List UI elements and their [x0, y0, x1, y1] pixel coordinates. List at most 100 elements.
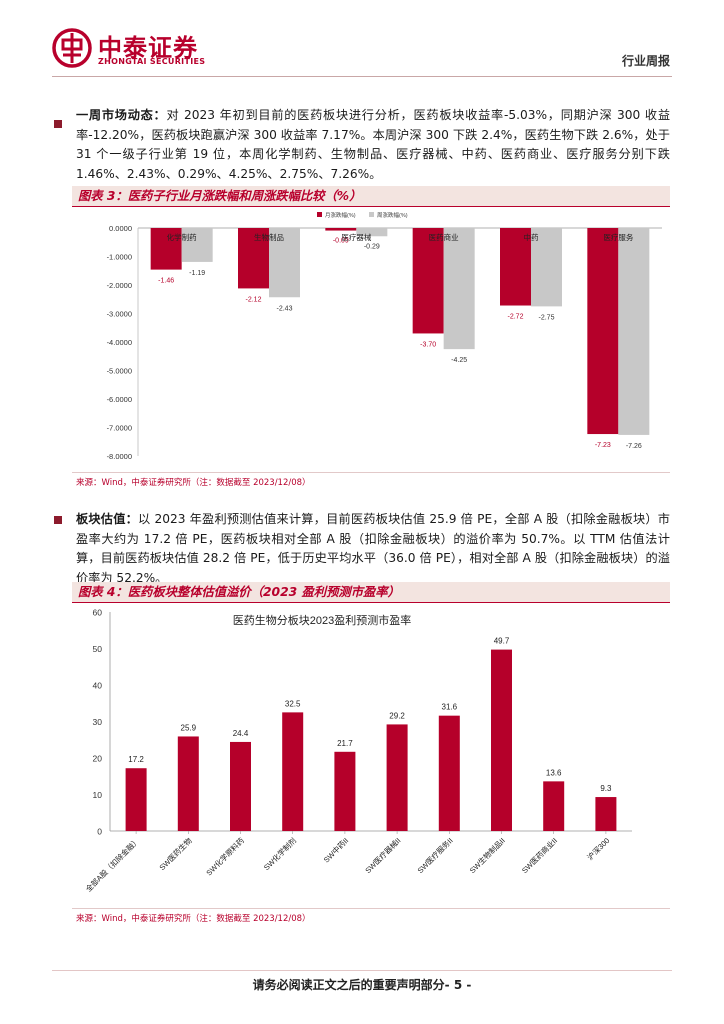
- figure-4-source: 来源：Wind，中泰证券研究所（注：数据截至 2023/12/08）: [76, 914, 311, 924]
- figure-3-chart: 0.0000 -1.0000 -2.0000 -3.0000 -4.0000 -5.000…: [107, 211, 662, 461]
- category-label: SW医疗服务II: [415, 835, 455, 875]
- data-label: -1.19: [189, 270, 205, 277]
- y-tick-label: 40: [93, 681, 103, 691]
- data-label: 25.9: [181, 723, 197, 732]
- valuation-label: 板块估值：: [76, 512, 139, 526]
- data-label: -4.25: [451, 357, 467, 364]
- legend-swatch: [369, 212, 374, 217]
- figure-3-source: 来源：Wind，中泰证券研究所（注：数据截至 2023/12/08）: [76, 478, 311, 488]
- bar: [125, 768, 147, 831]
- bar-weekly: [531, 228, 562, 307]
- data-label: 29.2: [389, 711, 405, 720]
- y-tick-label: 0: [97, 827, 102, 837]
- category-label: SW医疗器械II: [363, 835, 403, 875]
- data-label: 13.6: [546, 768, 562, 777]
- figure-3-title: 图表 3：医药子行业月涨跌幅和周涨跌幅比较（%）: [72, 186, 670, 206]
- data-label: 24.4: [233, 729, 249, 738]
- data-label: 17.2: [128, 755, 144, 764]
- category-label: 中药: [524, 232, 539, 242]
- legend-swatch: [317, 212, 322, 217]
- footer-divider: [52, 970, 672, 971]
- y-tick-label: -3.0000: [107, 310, 132, 319]
- bar: [543, 781, 565, 831]
- data-label: -0.09: [333, 238, 349, 245]
- bar-monthly: [412, 228, 444, 334]
- data-label: 9.3: [600, 784, 612, 793]
- data-label: -0.29: [364, 243, 380, 250]
- bar: [334, 751, 356, 831]
- market-dynamics-paragraph: 一周市场动态：对 2023 年初到目前的医药板块进行分析，医药板块收益率-5.0…: [76, 106, 670, 184]
- category-label: SW医药生物: [157, 835, 194, 872]
- bar: [386, 724, 408, 831]
- bar-monthly: [500, 228, 531, 306]
- category-label: 医药商业: [429, 232, 459, 242]
- bar: [230, 741, 251, 831]
- figure-4-chart: 医药生物分板块2023盈利预测市盈率 0 10 20 30 40 50 60 17.2 全部A股（…: [83, 608, 632, 894]
- y-tick-label: -6.0000: [107, 395, 132, 404]
- data-label: 49.7: [494, 637, 510, 646]
- logo-english-name: ZHONGTAI SECURITIES: [98, 57, 206, 66]
- y-tick-label: 10: [93, 790, 103, 800]
- bullet-square-icon: [54, 516, 62, 524]
- category-label: SW医药商业II: [519, 835, 559, 875]
- y-tick-label: 60: [93, 608, 103, 618]
- bar: [177, 736, 199, 831]
- bar-monthly: [325, 228, 357, 231]
- data-label: -7.26: [626, 443, 642, 450]
- figure-4-title: 图表 4：医药板块整体估值溢价（2023 盈利预测市盈率）: [72, 582, 670, 602]
- valuation-text: 以 2023 年盈利预测估值来计算，目前医药板块估值 25.9 倍 PE，全部 …: [76, 512, 670, 585]
- legend-label: 月涨跌幅(%): [325, 211, 356, 219]
- legend-label: 周涨跌幅(%): [377, 211, 408, 219]
- y-tick-label: -2.0000: [107, 281, 132, 290]
- valuation-paragraph: 板块估值：以 2023 年盈利预测估值来计算，目前医药板块估值 25.9 倍 P…: [76, 510, 670, 588]
- category-label: 化学制药: [167, 232, 197, 242]
- data-label: -2.12: [246, 296, 262, 303]
- category-label: 沪深300: [585, 835, 612, 862]
- bar-monthly: [238, 228, 269, 289]
- bar-weekly: [618, 228, 650, 435]
- y-tick-label: 50: [93, 644, 103, 654]
- bar-weekly: [356, 228, 388, 237]
- y-tick-label: -7.0000: [107, 424, 132, 433]
- bar-weekly: [269, 228, 300, 298]
- y-tick-label: 0.0000: [109, 224, 132, 233]
- data-label: -2.72: [508, 314, 524, 321]
- y-tick-label: -5.0000: [107, 367, 132, 376]
- market-dynamics-text: 对 2023 年初到目前的医药板块进行分析，医药板块收益率-5.03%，同期沪深…: [76, 108, 671, 181]
- market-dynamics-label: 一周市场动态：: [76, 108, 167, 122]
- category-label: SW化学原料药: [204, 835, 246, 877]
- y-tick-label: 30: [93, 717, 103, 727]
- data-label: -1.46: [158, 278, 174, 285]
- y-tick-label: -1.0000: [107, 253, 132, 262]
- y-tick-label: 20: [93, 754, 103, 764]
- category-label: 生物制品: [254, 232, 284, 242]
- bar-monthly: [150, 228, 182, 270]
- figure-3-rule: [72, 206, 670, 207]
- data-label: -3.70: [420, 341, 436, 348]
- chart-title: 医药生物分板块2023盈利预测市盈率: [233, 613, 411, 627]
- header-divider: [52, 76, 672, 77]
- data-label: 21.7: [337, 739, 353, 748]
- category-label: 医疗服务: [603, 232, 633, 242]
- data-label: -7.23: [595, 442, 611, 449]
- bar-weekly: [181, 228, 213, 262]
- bullet-square-icon: [54, 120, 62, 128]
- company-logo: 中泰证券 ZHONGTAI SECURITIES: [52, 26, 222, 72]
- category-label: 医疗器械: [341, 232, 371, 242]
- bar-weekly: [443, 228, 475, 350]
- report-type: 行业周报: [621, 54, 670, 68]
- category-label: SW生物制品II: [467, 835, 507, 875]
- bar: [438, 715, 460, 831]
- bar: [595, 797, 617, 831]
- figure-4-rule: [72, 602, 670, 603]
- y-tick-label: -4.0000: [107, 338, 132, 347]
- logo-chinese-name: 中泰证券: [98, 34, 198, 62]
- company-logo-mark: [52, 28, 92, 68]
- data-label: -2.75: [539, 314, 555, 321]
- bar: [282, 712, 304, 831]
- bar-monthly: [587, 228, 619, 435]
- category-label: 全部A股（扣除金融）: [83, 835, 141, 893]
- y-tick-label: -8.0000: [107, 452, 132, 461]
- data-label: -2.43: [277, 305, 293, 312]
- data-label: 31.6: [442, 703, 458, 712]
